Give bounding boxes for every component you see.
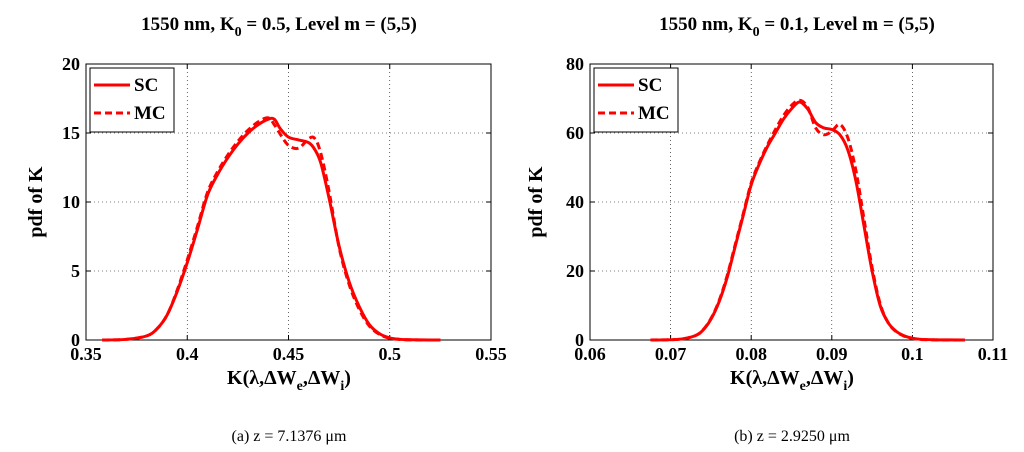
chart-a-xtick-label-1: 0.4 (176, 344, 199, 364)
chart-a-series (102, 116, 441, 342)
chart-b-ylabel: pdf of K (525, 166, 547, 238)
chart-b-xtick-label-3: 0.09 (816, 344, 848, 364)
chart-b-legend-mc-label: MC (638, 103, 670, 124)
chart-b-ytick-label-0: 0 (575, 330, 584, 350)
chart-b-title-tail: = 0.1, Level m = (5,5) (760, 14, 935, 35)
chart-a-legend-mc-label: MC (134, 103, 166, 124)
chart-b-xlabel: K(λ,ΔWe,ΔWi) (730, 367, 854, 394)
chart-b-ticks: 0.06 0.07 0.08 0.09 0.1 0.11 0 20 40 60 80 (566, 54, 1008, 364)
chart-a-ytick-label-4: 20 (62, 54, 80, 74)
chart-a-title-main: 1550 nm, K (141, 14, 235, 35)
chart-a-xlabel-p4: ) (344, 367, 351, 389)
chart-a-ytick-label-1: 5 (71, 261, 80, 281)
chart-a-ytick-label-2: 10 (62, 192, 80, 212)
chart-a-series-sc-line (102, 116, 441, 342)
chart-b-xlabel-p2: ,ΔW (806, 367, 844, 389)
chart-b-series-mc-line (650, 98, 965, 342)
chart-b: 1550 nm, K0 = 0.1, Level m = (5,5) 0.06 0… (525, 14, 1008, 445)
chart-b-ytick-label-2: 40 (566, 192, 584, 212)
chart-a-xlabel: K(λ,ΔWe,ΔWi) (227, 367, 351, 394)
chart-b-xlabel-p3: i (843, 379, 847, 394)
chart-a-xtick-label-4: 0.55 (475, 344, 507, 364)
chart-a-legend-sc-label: SC (134, 75, 158, 96)
chart-b-ytick-label-4: 80 (566, 54, 584, 74)
chart-a-xlabel-p0: K(λ,ΔW (227, 367, 297, 389)
chart-b-xtick-label-1: 0.07 (655, 344, 687, 364)
chart-b-xtick-label-2: 0.08 (735, 344, 767, 364)
chart-a-xtick-label-2: 0.45 (273, 344, 305, 364)
chart-a-legend: SC MC (89, 67, 175, 133)
chart-a-xlabel-p1: e (297, 379, 303, 394)
chart-a-title: 1550 nm, K0 = 0.5, Level m = (5,5) (141, 14, 417, 40)
chart-a: 1550 nm, K0 = 0.5, Level m = (5,5) 0.35 0… (25, 14, 507, 445)
chart-a-xtick-label-3: 0.5 (379, 344, 402, 364)
chart-b-xtick-label-4: 0.1 (901, 344, 924, 364)
chart-a-title-tail: = 0.5, Level m = (5,5) (242, 14, 417, 35)
chart-b-xtick-label-0: 0.06 (574, 344, 606, 364)
chart-a-xlabel-p2: ,ΔW (303, 367, 341, 389)
chart-b-title-sub: 0 (753, 25, 760, 40)
chart-b-xlabel-p1: e (800, 379, 806, 394)
chart-b-caption: (b) z = 2.9250 μm (734, 428, 850, 445)
chart-b-series (650, 98, 965, 342)
chart-b-title-main: 1550 nm, K (659, 14, 753, 35)
chart-b-legend-sc-label: SC (638, 75, 662, 96)
chart-a-caption: (a) z = 7.1376 μm (232, 428, 347, 445)
chart-a-title-sub: 0 (235, 25, 242, 40)
chart-b-series-sc-line (650, 100, 965, 342)
chart-a-xlabel-p3: i (340, 379, 344, 394)
chart-a-series-mc-line (102, 116, 441, 342)
chart-b-xtick-label-5: 0.11 (978, 344, 1009, 364)
chart-b-ytick-label-1: 20 (566, 261, 584, 281)
chart-b-legend-box (593, 67, 679, 133)
chart-a-ytick-label-3: 15 (62, 123, 80, 143)
chart-a-xtick-label-0: 0.35 (70, 344, 102, 364)
chart-a-ytick-label-0: 0 (71, 330, 80, 350)
chart-b-title: 1550 nm, K0 = 0.1, Level m = (5,5) (659, 14, 935, 40)
chart-b-xlabel-p0: K(λ,ΔW (730, 367, 800, 389)
chart-b-legend: SC MC (593, 67, 679, 133)
chart-a-ylabel: pdf of K (25, 166, 47, 238)
chart-b-xlabel-p4: ) (847, 367, 854, 389)
chart-b-ytick-label-3: 60 (566, 123, 584, 143)
chart-a-legend-box (89, 67, 175, 133)
